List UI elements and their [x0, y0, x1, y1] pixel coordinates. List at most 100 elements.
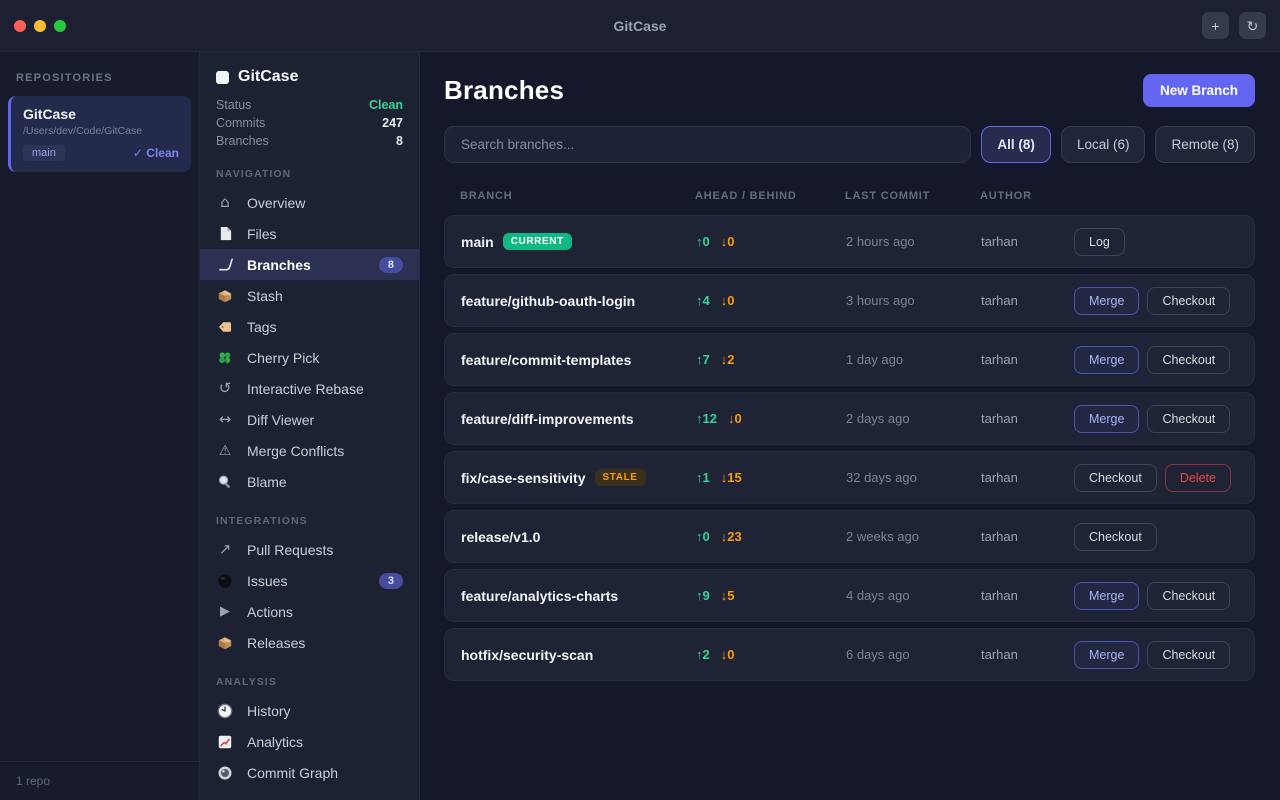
author: tarhan: [981, 411, 1018, 426]
nav-repo-header: GitCase: [200, 68, 419, 86]
sidebar-item-diff-viewer[interactable]: ↔ Diff Viewer: [200, 404, 419, 435]
checkout-button[interactable]: Checkout: [1147, 640, 1231, 669]
branch-name: feature/github-oauth-login: [461, 292, 636, 309]
sidebar-item-branches[interactable]: Branches 8: [200, 249, 419, 280]
last-commit-time: 4 days ago: [846, 588, 910, 603]
checkout-button[interactable]: Checkout: [1147, 581, 1231, 610]
sidebar-item-history[interactable]: History: [200, 695, 419, 726]
ahead-behind: ↑9 ↓5: [696, 588, 735, 603]
last-commit-time: 3 hours ago: [846, 293, 915, 308]
checkout-button[interactable]: Checkout: [1147, 404, 1231, 433]
warning-icon: ⚠: [218, 442, 232, 459]
ahead-behind: ↑7 ↓2: [696, 352, 735, 367]
branch-row-release-v1-0: release/v1.0 ↑0 ↓23 2 weeks ago tarhan Checko…: [444, 510, 1255, 563]
page-title: Branches: [444, 75, 565, 105]
nav-repo-title: GitCase: [238, 68, 299, 85]
branch-name: feature/commit-templates: [461, 351, 632, 368]
sidebar-item-merge-conflicts[interactable]: ⚠ Merge Conflicts: [200, 435, 419, 466]
close-window-button[interactable]: [14, 19, 26, 32]
repo-stat-status: Status Clean: [216, 98, 403, 112]
sidebar-item-tags[interactable]: Tags: [200, 311, 419, 342]
filter-local-6[interactable]: Local (6): [1060, 126, 1146, 163]
repo-clean-status: ✓ Clean: [132, 146, 179, 160]
sidebar-item-blame[interactable]: Blame: [200, 466, 419, 497]
add-repository-button[interactable]: +: [1202, 12, 1229, 39]
checkout-button[interactable]: Checkout: [1147, 345, 1231, 374]
sidebar-item-label: Blame: [247, 473, 287, 490]
sidebar-item-files[interactable]: Files: [200, 218, 419, 249]
merge-button[interactable]: Merge: [1074, 286, 1140, 315]
ahead-behind: ↑1 ↓15: [696, 470, 742, 485]
stale-badge: STALE: [594, 469, 646, 486]
delete-button[interactable]: Delete: [1164, 463, 1231, 492]
refresh-button[interactable]: ↻: [1239, 12, 1266, 39]
repo-card-gitcase[interactable]: GitCase /Users/dev/Code/GitCase main ✓ C…: [8, 96, 191, 172]
last-commit-time: 32 days ago: [846, 470, 917, 485]
filter-remote-8[interactable]: Remote (8): [1155, 126, 1255, 163]
sidebar-item-issues[interactable]: Issues 3: [200, 565, 419, 596]
col-header-author: AUTHOR: [980, 190, 1032, 202]
new-branch-button[interactable]: New Branch: [1142, 74, 1255, 107]
ahead-behind: ↑2 ↓0: [696, 647, 735, 662]
black-circle-icon: [216, 573, 234, 589]
sidebar-item-label: History: [247, 702, 291, 719]
clover-icon: [216, 350, 234, 366]
author: tarhan: [981, 470, 1018, 485]
branch-row-main: main CURRENT ↑0 ↓0 2 hours ago tarhan Log: [444, 215, 1255, 268]
checkout-button[interactable]: Checkout: [1074, 522, 1157, 551]
sidebar-item-overview[interactable]: ⌂ Overview: [200, 187, 419, 218]
merge-button[interactable]: Merge: [1074, 581, 1140, 610]
filter-all-8[interactable]: All (8): [981, 126, 1051, 163]
sidebar-item-analytics[interactable]: Analytics: [200, 726, 419, 757]
sidebar-item-cherry-pick[interactable]: Cherry Pick: [200, 342, 419, 373]
titlebar-actions: + ↻: [1202, 12, 1266, 39]
sidebar-item-commit-graph[interactable]: Commit Graph: [200, 757, 419, 788]
play-icon: ▶: [220, 604, 230, 619]
author: tarhan: [981, 529, 1018, 544]
row-actions: Checkout Delete: [1074, 463, 1238, 492]
merge-button[interactable]: Merge: [1074, 345, 1140, 374]
undo-icon: ↺: [218, 379, 232, 397]
zoom-window-button[interactable]: [54, 19, 66, 32]
checkout-button[interactable]: Checkout: [1147, 286, 1231, 315]
sidebar-item-badge: 3: [378, 572, 403, 589]
sidebar-item-pull-requests[interactable]: ↗ Pull Requests: [200, 534, 419, 565]
section-label-analysis: ANALYSIS: [216, 676, 277, 688]
branches-page: Branches New Branch All (8)Local (6)Remo…: [420, 52, 1280, 800]
last-commit-time: 2 weeks ago: [846, 529, 919, 544]
sidebar-item-label: Pull Requests: [247, 541, 334, 558]
merge-button[interactable]: Merge: [1074, 640, 1140, 669]
branch-icon: [216, 256, 234, 273]
ahead-behind: ↑4 ↓0: [696, 293, 735, 308]
arrow-up-right-icon: ↗: [218, 540, 232, 558]
sidebar-item-label: Branches: [247, 256, 311, 273]
sidebar-item-actions[interactable]: ▶ Actions: [200, 596, 419, 627]
sidebar-item-releases[interactable]: Releases: [200, 627, 419, 658]
current-badge: CURRENT: [502, 233, 572, 250]
branch-name: hotfix/security-scan: [461, 646, 594, 663]
left-right-arrow-icon: ↔: [218, 410, 232, 428]
house-icon: ⌂: [220, 193, 230, 211]
radio-icon: [216, 765, 234, 781]
checkout-button[interactable]: Checkout: [1074, 463, 1157, 492]
sidebar-item-stash[interactable]: Stash: [200, 280, 419, 311]
minimize-window-button[interactable]: [34, 19, 46, 32]
branch-name: main: [461, 233, 494, 250]
repo-stat-branches: Branches 8: [216, 134, 403, 148]
log-button[interactable]: Log: [1074, 227, 1125, 256]
row-actions: Log: [1074, 227, 1238, 256]
repo-stat-commits: Commits 247: [216, 116, 403, 130]
filter-buttons: All (8) Local (6) Remote (8): [981, 126, 1255, 163]
section-label-integrations: INTEGRATIONS: [216, 515, 308, 527]
search-row: All (8)Local (6)Remote (8): [444, 126, 1255, 163]
branch-row-fix-case-sensitivity: fix/case-sensitivity STALE ↑1 ↓15 32 days ag…: [444, 451, 1255, 504]
author: tarhan: [981, 352, 1018, 367]
section-label-navigation: NAVIGATION: [216, 168, 292, 180]
table-header: BRANCH AHEAD / BEHIND LAST COMMIT AUTHOR: [444, 190, 1255, 202]
repo-meta: main ✓ Clean: [23, 145, 179, 161]
row-actions: Merge Checkout: [1074, 581, 1238, 610]
branch-row-feature-commit-templates: feature/commit-templates ↑7 ↓2 1 day ago tar…: [444, 333, 1255, 386]
merge-button[interactable]: Merge: [1074, 404, 1140, 433]
search-input[interactable]: [444, 126, 972, 163]
sidebar-item-interactive-rebase[interactable]: ↺ Interactive Rebase: [200, 373, 419, 404]
